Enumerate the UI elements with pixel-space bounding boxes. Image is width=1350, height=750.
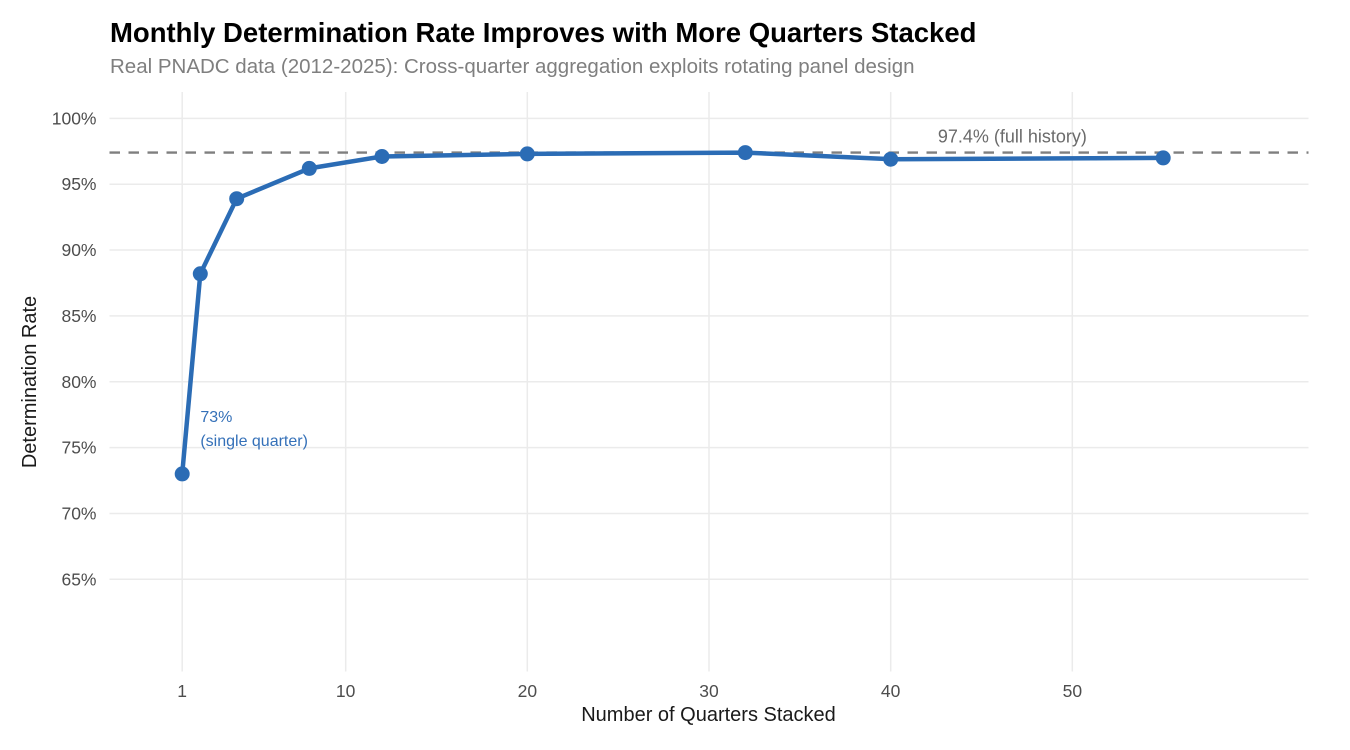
reference-line-label: 97.4% (full history) — [938, 127, 1087, 147]
y-tick-label: 95% — [61, 174, 96, 194]
x-tick-label: 40 — [881, 681, 901, 701]
x-tick-label: 10 — [336, 681, 356, 701]
y-tick-label: 65% — [61, 569, 96, 589]
y-tick-label: 75% — [61, 438, 96, 458]
data-point — [519, 146, 535, 162]
x-tick-label: 20 — [518, 681, 538, 701]
data-point — [883, 151, 899, 167]
series-line — [179, 150, 1166, 477]
data-point — [174, 466, 190, 482]
y-tick-label: 90% — [61, 240, 96, 260]
y-tick-label: 80% — [61, 372, 96, 392]
first-point-annotation-line: 73% — [200, 409, 232, 426]
x-axis-title: Number of Quarters Stacked — [581, 704, 836, 726]
data-point — [374, 149, 390, 164]
x-tick-label: 50 — [1063, 681, 1083, 701]
data-point — [737, 145, 753, 161]
data-point — [1155, 150, 1171, 166]
first-point-annotation-line: (single quarter) — [200, 433, 308, 450]
data-point — [301, 160, 317, 176]
chart-subtitle: Real PNADC data (2012-2025): Cross-quart… — [110, 55, 915, 78]
data-point — [192, 266, 208, 282]
x-tick-label: 30 — [699, 681, 719, 701]
y-tick-label: 85% — [61, 306, 96, 326]
y-tick-label: 70% — [61, 503, 96, 523]
y-tick-label: 100% — [52, 108, 97, 128]
chart-title: Monthly Determination Rate Improves with… — [110, 17, 977, 48]
x-tick-label: 1 — [177, 681, 187, 701]
data-point — [229, 191, 245, 207]
